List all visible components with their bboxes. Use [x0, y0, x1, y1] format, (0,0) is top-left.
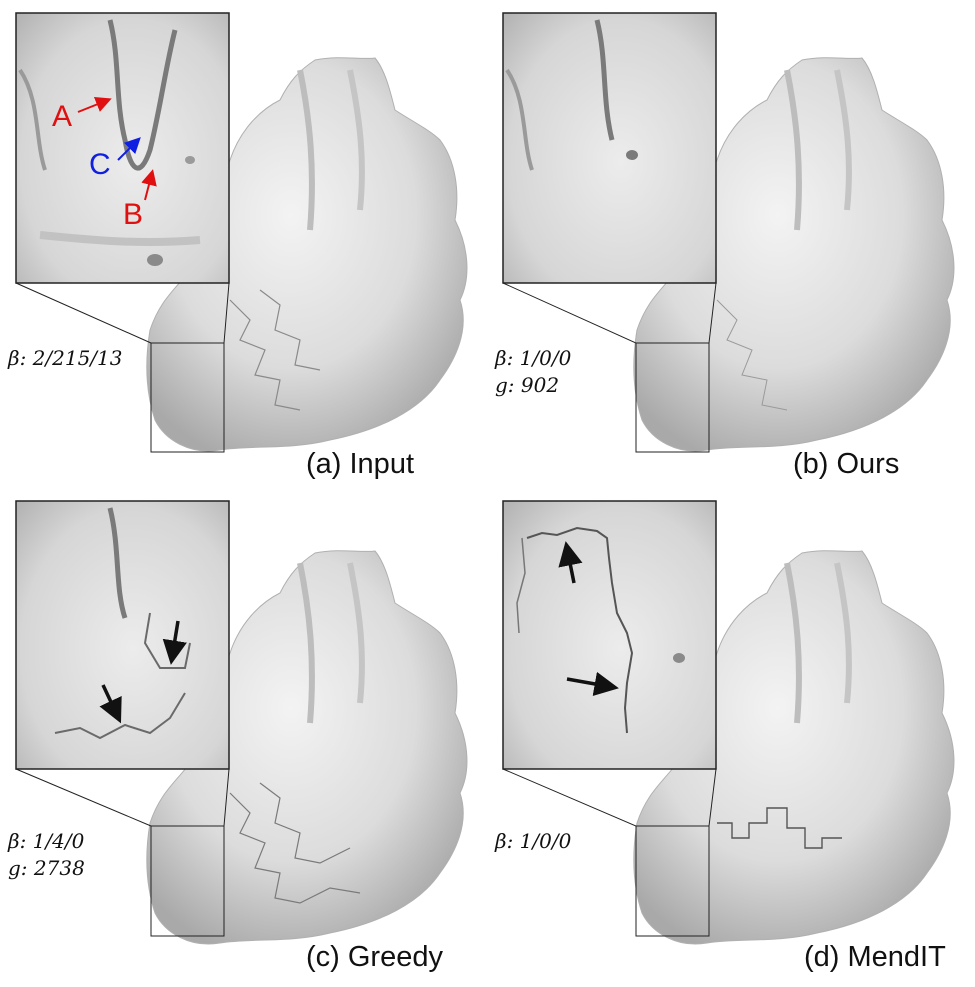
zoom-region-box [635, 342, 710, 453]
metric-g: g: 2738 [8, 856, 85, 880]
arrow-black-1 [558, 541, 583, 584]
panel-caption: (b) Ours [793, 448, 900, 480]
mesh-render-d [502, 500, 955, 945]
zoom-inset-frame [502, 500, 717, 770]
panel-caption: (c) Greedy [306, 941, 443, 973]
metric-block: β: 2/215/13 [8, 345, 122, 372]
metric-beta: β: 1/0/0 [495, 346, 572, 370]
heart-mesh [146, 550, 468, 945]
zoom-region-box [150, 342, 225, 453]
metric-g: g: 902 [495, 373, 560, 397]
zoom-region-box [635, 825, 710, 937]
panel-b: β: 1/0/0 g: 902 (b) Ours [487, 0, 974, 493]
metric-block: β: 1/0/0 [495, 828, 571, 855]
zoom-inset [15, 500, 230, 770]
panel-caption: (a) Input [306, 448, 414, 480]
panel-c: β: 1/4/0 g: 2738 (c) Greedy [0, 493, 487, 986]
arrow-black-2 [99, 684, 122, 724]
metric-block: β: 1/0/0 g: 902 [495, 345, 571, 399]
zoom-inset [502, 500, 717, 770]
heart-mesh [146, 57, 468, 452]
zoom-inset-frame [15, 500, 230, 770]
metric-beta: β: 1/0/0 [495, 829, 572, 853]
zoom-inset [502, 12, 717, 284]
arrow-black-2 [566, 671, 619, 696]
arrow-black-1 [162, 620, 187, 665]
zoom-inset-frame [15, 12, 230, 284]
heart-mesh [633, 57, 955, 452]
mesh-render-b [502, 12, 955, 453]
metric-block: β: 1/4/0 g: 2738 [8, 828, 85, 882]
mesh-render-c [15, 500, 468, 945]
panel-caption: (d) MendIT [804, 941, 946, 973]
zoom-label-b: B [123, 198, 144, 231]
heart-mesh [633, 550, 955, 945]
zoom-inset-frame [502, 12, 717, 284]
zoom-inset [15, 12, 230, 284]
metric-beta: β: 1/4/0 [8, 829, 85, 853]
arrow-c [117, 137, 141, 161]
mesh-render-a [15, 12, 468, 453]
panel-a: A C B β: 2/215/13 (a) Input [0, 0, 487, 493]
zoom-region-box [150, 825, 225, 937]
arrow-b [141, 169, 157, 201]
panel-d: β: 1/0/0 (d) MendIT [487, 493, 974, 986]
metric-beta: β: 2/215/13 [8, 346, 123, 370]
zoom-label-c: C [89, 148, 111, 181]
arrow-a [77, 97, 112, 113]
zoom-label-a: A [52, 100, 73, 133]
